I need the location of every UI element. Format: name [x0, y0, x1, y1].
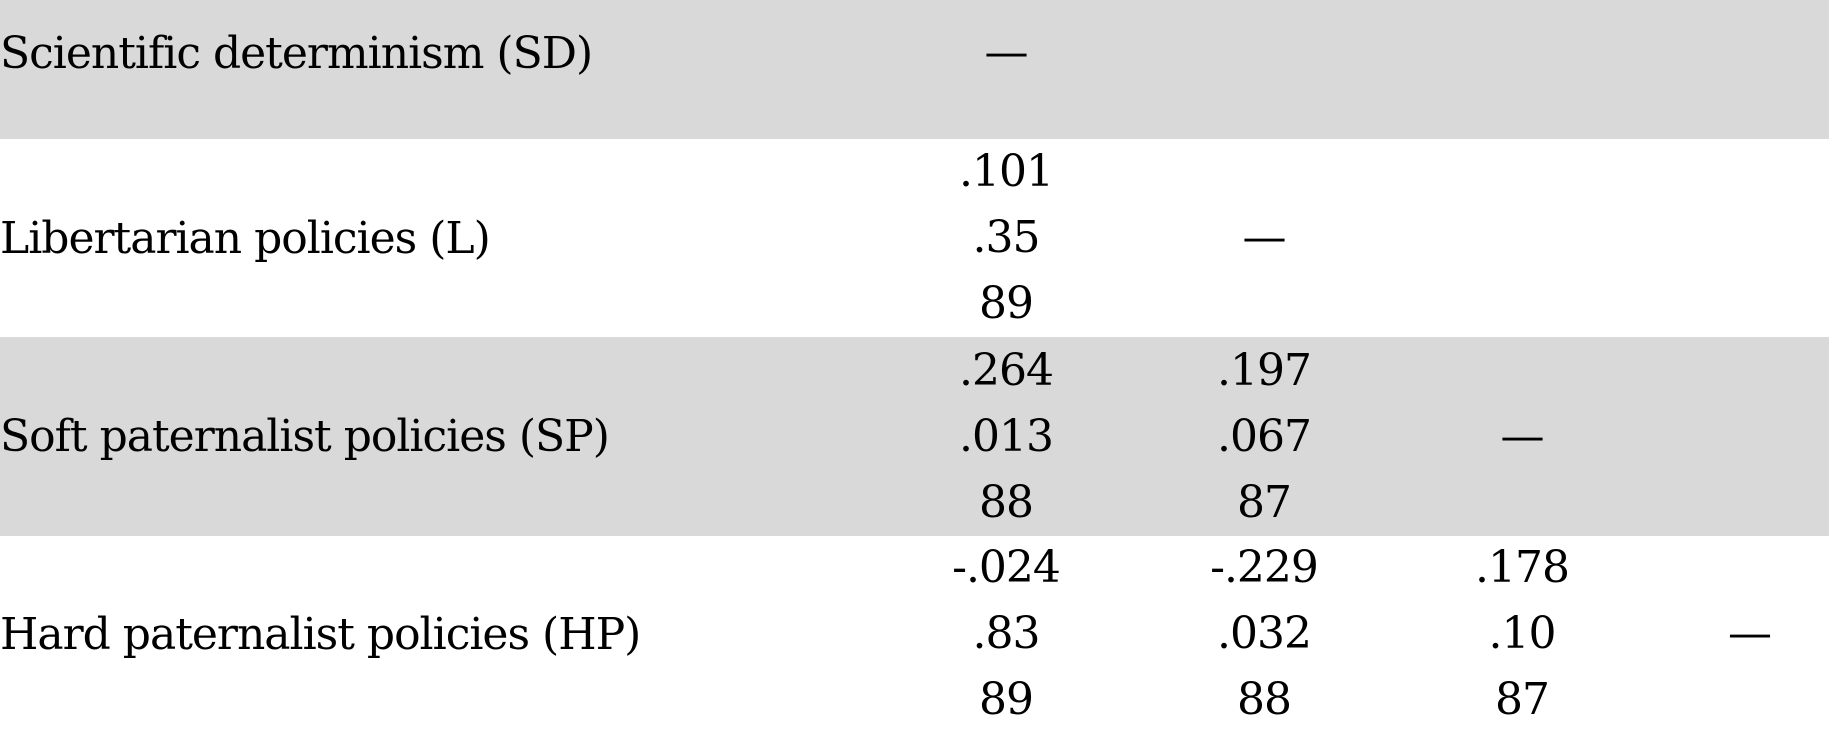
correlation-value: .178	[1475, 542, 1570, 593]
cell-hp-sp: .178 .10 87	[1412, 536, 1632, 732]
cell-sp-sd: .264 .013 88	[896, 337, 1116, 536]
diagonal-dash: —	[1728, 608, 1772, 659]
p-value: .067	[1217, 410, 1312, 462]
p-value: .013	[959, 410, 1054, 462]
n-value: 88	[1237, 674, 1292, 725]
cell-sp-l: .197 .067 87	[1154, 337, 1374, 536]
n-value: 87	[1495, 674, 1550, 725]
cell-l-l: —	[1154, 139, 1374, 337]
correlation-value: -.229	[1210, 542, 1319, 593]
n-value: 88	[979, 476, 1034, 528]
cell-sd-sd: —	[896, 0, 1116, 86]
cell-hp-hp: —	[1670, 536, 1829, 732]
diagonal-dash: —	[1500, 410, 1545, 462]
p-value: .83	[972, 608, 1041, 659]
correlation-value: .264	[959, 344, 1054, 396]
p-value: .10	[1488, 608, 1557, 659]
row-label-l: Libertarian policies (L)	[0, 212, 491, 264]
row-label-sd: Scientific determinism (SD)	[0, 28, 593, 79]
diagonal-dash: —	[984, 27, 1029, 78]
n-value: 87	[1237, 476, 1292, 528]
n-value: 89	[979, 278, 1034, 329]
table-row-l: Libertarian policies (L) .101 .35 89 —	[0, 139, 1829, 337]
cell-sp-sp: —	[1412, 337, 1632, 536]
table-row-hp: Hard paternalist policies (HP) -.024 .83…	[0, 536, 1829, 732]
n-value: 89	[979, 674, 1034, 725]
cell-l-sd: .101 .35 89	[896, 139, 1116, 337]
cell-hp-sd: -.024 .83 89	[896, 536, 1116, 732]
cell-hp-l: -.229 .032 88	[1154, 536, 1374, 732]
row-label-hp: Hard paternalist policies (HP)	[0, 608, 641, 660]
table-row-sd: Scientific determinism (SD) —	[0, 0, 1829, 139]
diagonal-dash: —	[1242, 212, 1287, 263]
p-value: .35	[972, 212, 1041, 263]
row-label-sp: Soft paternalist policies (SP)	[0, 411, 610, 462]
table-row-sp: Soft paternalist policies (SP) .264 .013…	[0, 337, 1829, 536]
p-value: .032	[1217, 608, 1312, 659]
correlation-value: .101	[959, 146, 1054, 197]
correlation-value: .197	[1217, 344, 1312, 396]
correlation-value: -.024	[952, 542, 1061, 593]
